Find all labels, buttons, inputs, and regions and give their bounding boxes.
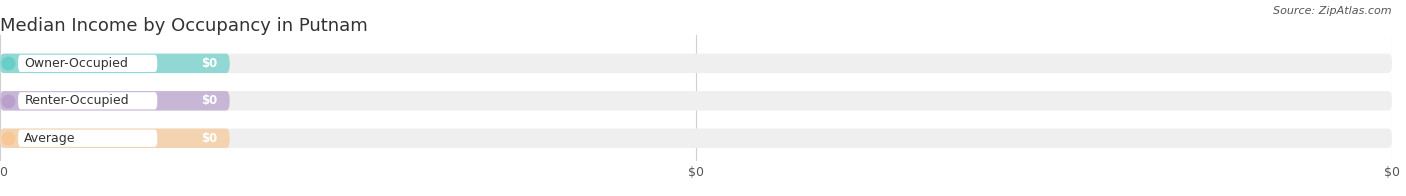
FancyBboxPatch shape xyxy=(0,91,229,111)
Text: $0: $0 xyxy=(201,94,217,107)
Text: Renter-Occupied: Renter-Occupied xyxy=(24,94,129,107)
FancyBboxPatch shape xyxy=(0,54,1392,73)
FancyBboxPatch shape xyxy=(18,92,157,109)
FancyBboxPatch shape xyxy=(0,91,1392,111)
Text: Average: Average xyxy=(24,132,76,145)
Text: Owner-Occupied: Owner-Occupied xyxy=(24,57,128,70)
FancyBboxPatch shape xyxy=(0,129,1392,148)
FancyBboxPatch shape xyxy=(18,130,157,147)
FancyBboxPatch shape xyxy=(0,129,229,148)
FancyBboxPatch shape xyxy=(0,54,229,73)
Text: $0: $0 xyxy=(201,132,217,145)
FancyBboxPatch shape xyxy=(18,55,157,72)
Text: Median Income by Occupancy in Putnam: Median Income by Occupancy in Putnam xyxy=(0,17,368,35)
Text: Source: ZipAtlas.com: Source: ZipAtlas.com xyxy=(1274,6,1392,16)
Text: $0: $0 xyxy=(201,57,217,70)
